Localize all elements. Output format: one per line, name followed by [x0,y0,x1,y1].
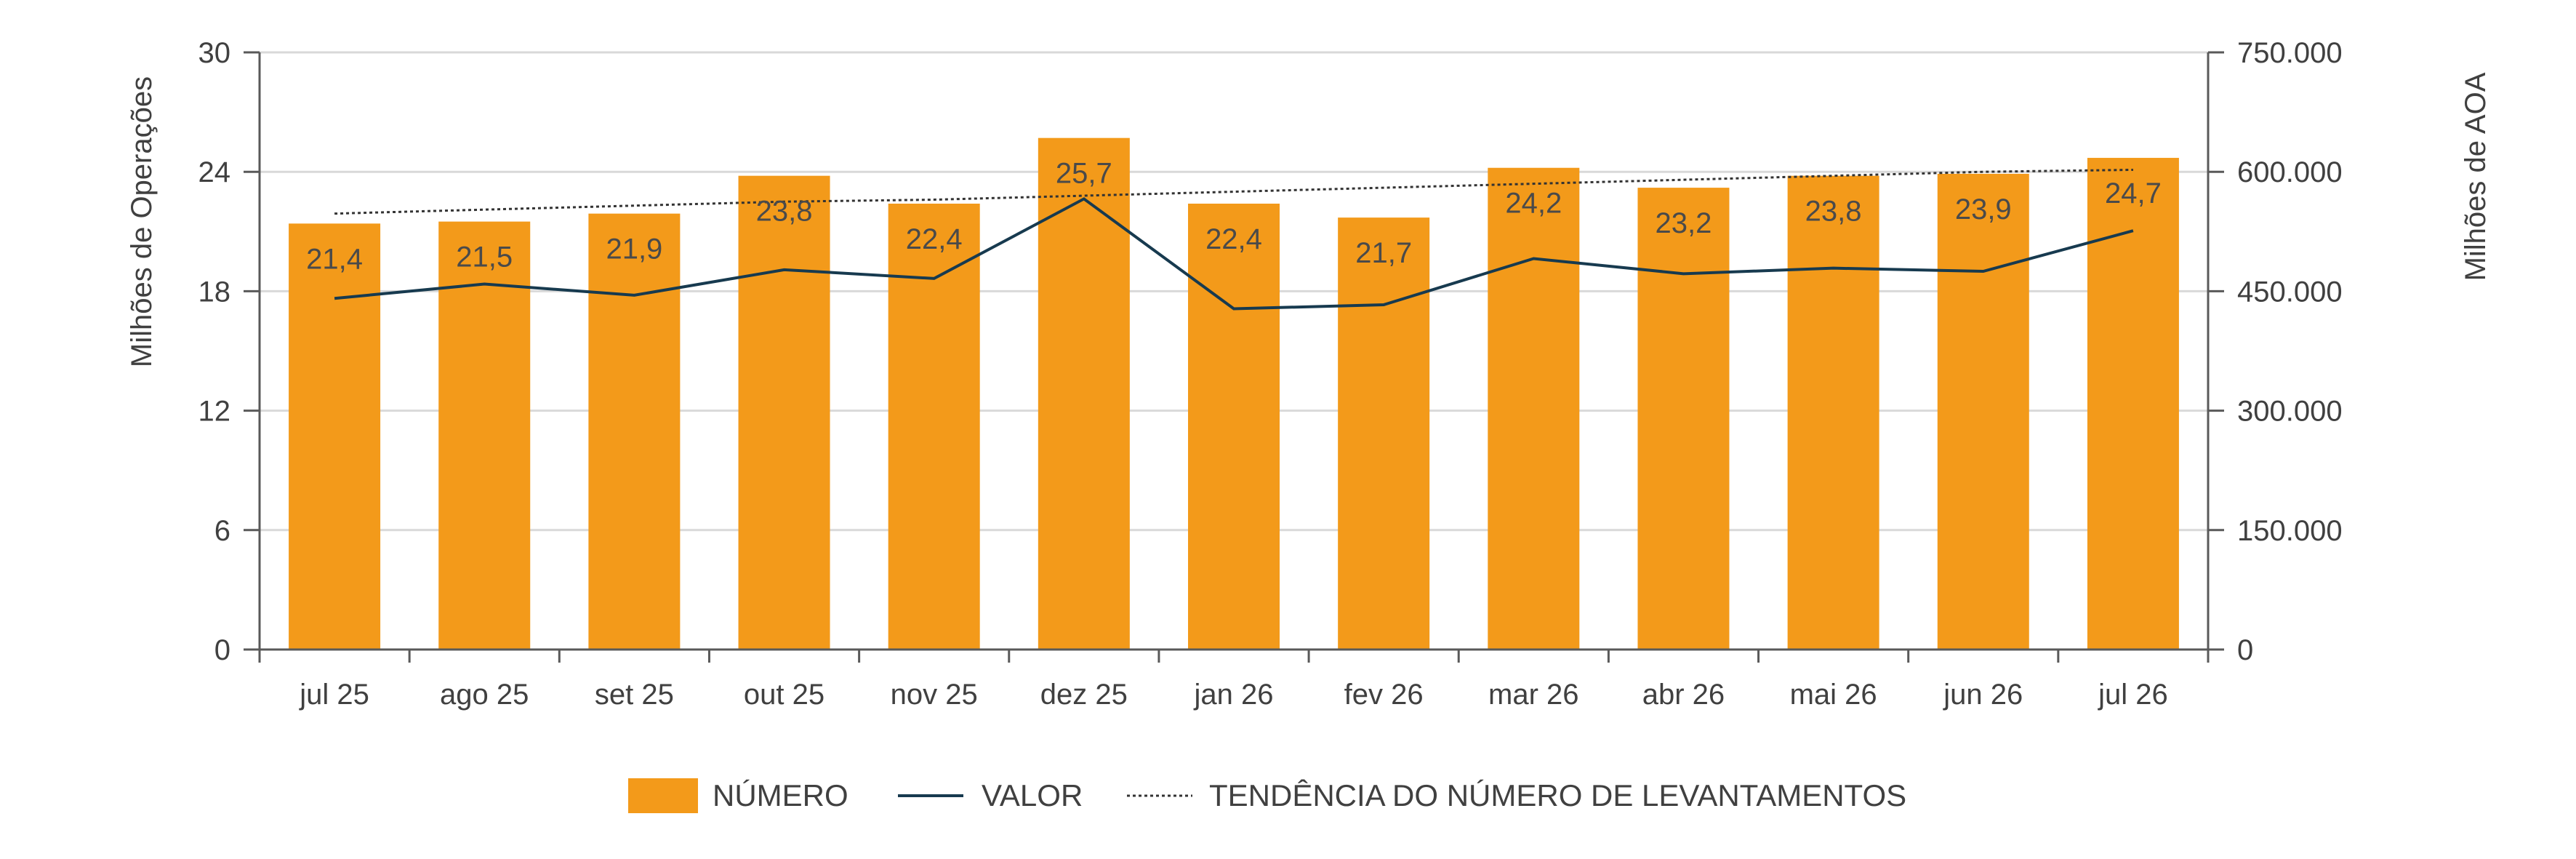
y2-axis-title: Milhões de AOA [2460,72,2492,281]
x-tick-label: dez 25 [1040,679,1128,711]
y-tick-label: 0 [214,634,230,666]
y2-tick-label: 750.000 [2237,37,2343,69]
x-tick-label: out 25 [744,679,824,711]
bar-mar-26 [1488,167,1580,650]
x-tick-label: jul 25 [299,679,369,711]
x-tick-label: abr 26 [1642,679,1725,711]
bar-dez-25 [1038,137,1130,650]
bar-value-label: 21,4 [306,243,363,275]
axes [244,51,2224,663]
legend-trend-label: TENDÊNCIA DO NÚMERO DE LEVANTAMENTOS [1209,778,1906,812]
bar-value-label: 23,8 [756,196,813,228]
y-tick-label: 30 [198,37,231,69]
bar-out-25 [738,175,830,650]
x-tick-label: jun 26 [1943,679,2023,711]
bar-value-label: 24,7 [2105,177,2162,209]
y-axis-title: Milhões de Operações [126,76,158,367]
bar-value-label: 23,2 [1656,207,1712,239]
x-tick-label: jul 26 [2098,679,2168,711]
x-tick-label: mai 26 [1790,679,1877,711]
bars [289,137,2179,650]
bar-value-label: 23,8 [1805,196,1862,228]
bar-value-label: 21,7 [1355,237,1412,269]
x-tick-label: set 25 [595,679,674,711]
y2-tick-label: 150.000 [2237,515,2343,547]
x-tick-label: nov 25 [891,679,978,711]
y2-tick-label: 0 [2237,634,2253,666]
bar-value-label: 22,4 [906,223,963,255]
x-tick-label: fev 26 [1344,679,1424,711]
bar-jan-26 [1188,203,1280,650]
bar-mai-26 [1787,175,1879,650]
data-labels: 21,4 21,5 21,9 23,8 22,4 25,7 22,4 21,7 24,2 23,2… [306,158,2162,276]
y-tick-label: 6 [214,515,230,547]
bar-value-label: 24,2 [1505,188,1562,220]
y-tick-label: 18 [198,276,231,308]
legend-numero-swatch [628,778,698,813]
legend-valor-label: VALOR [982,778,1083,812]
bar-value-label: 22,4 [1205,223,1262,255]
bar-value-label: 21,9 [606,233,662,265]
bar-jun-26 [1937,173,2029,650]
bar-set-25 [588,213,681,650]
bar-abr-26 [1637,188,1730,650]
x-tick-label: ago 25 [440,679,529,711]
legend-numero-label: NÚMERO [713,778,848,812]
bar-value-label: 23,9 [1955,193,2012,225]
y2-tick-label: 450.000 [2237,276,2343,308]
y-tick-label: 24 [198,156,231,188]
valor-line-path [334,197,2134,311]
x-tick-label: mar 26 [1488,679,1579,711]
y2-tick-label: 600.000 [2237,156,2343,188]
y-tick-label: 12 [198,396,231,428]
bar-fev-26 [1338,217,1430,650]
bar-jul-25 [289,223,381,650]
bar-ago-25 [438,221,531,650]
bar-nov-25 [888,203,980,650]
value-line [334,197,2134,311]
legend: NÚMERO VALOR TENDÊNCIA DO NÚMERO DE LEVA… [628,778,1906,813]
y2-tick-label: 300.000 [2237,396,2343,428]
tick-labels: 0 0 6 150.000 12 300.000 18 450.000 24 600.000 30 7… [198,37,2343,711]
x-tick-label: jan 26 [1194,679,1274,711]
bar-value-label: 21,5 [456,241,513,273]
bar-value-label: 25,7 [1056,158,1112,190]
